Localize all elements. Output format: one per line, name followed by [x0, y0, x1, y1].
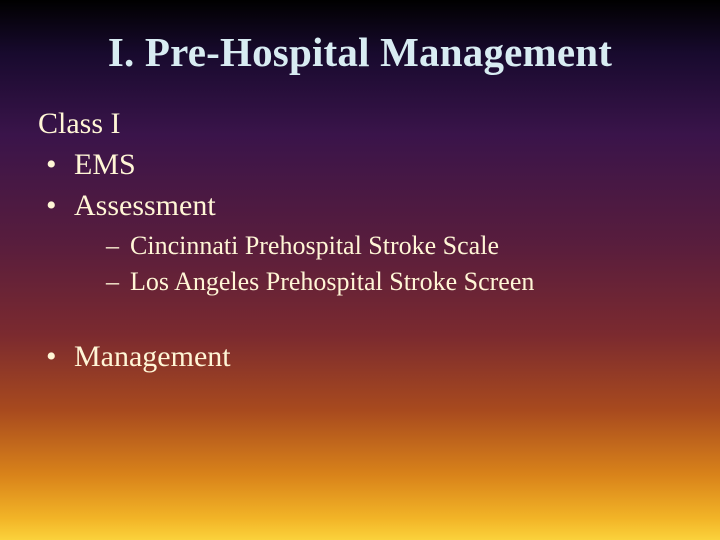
sub-bullet-list: Cincinnati Prehospital Stroke Scale Los …: [74, 229, 682, 299]
list-item-label: Assessment: [74, 189, 216, 222]
list-item: Assessment Cincinnati Prehospital Stroke…: [38, 186, 682, 299]
slide-content: I. Pre-Hospital Management Class I EMS A…: [0, 0, 720, 540]
bullet-list: EMS Assessment Cincinnati Prehospital St…: [38, 145, 682, 299]
list-item: EMS: [38, 145, 682, 184]
slide-body: Class I EMS Assessment Cincinnati Prehos…: [38, 104, 682, 376]
slide: I. Pre-Hospital Management Class I EMS A…: [0, 0, 720, 540]
list-item-label: Management: [74, 340, 231, 373]
list-item-label: EMS: [74, 148, 136, 181]
class-line: Class I: [38, 104, 682, 143]
sub-list-item: Cincinnati Prehospital Stroke Scale: [74, 229, 682, 263]
list-item: Management: [38, 337, 682, 376]
bullet-list: Management: [38, 337, 682, 376]
slide-title: I. Pre-Hospital Management: [38, 28, 682, 76]
sub-list-item: Los Angeles Prehospital Stroke Screen: [74, 265, 682, 299]
spacer: [38, 301, 682, 337]
